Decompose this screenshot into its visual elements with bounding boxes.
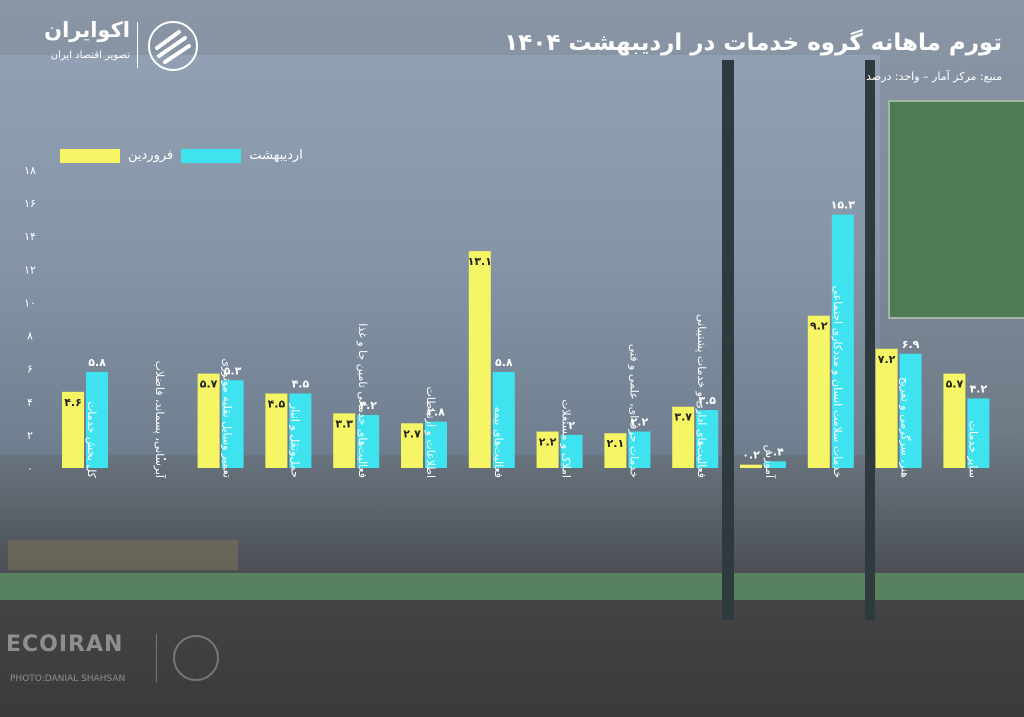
legend-label-farvardin: فروردین	[128, 148, 174, 163]
data-label-ordibehesht: ۲	[568, 419, 575, 432]
ecoiran-logo-icon	[148, 21, 198, 71]
bar-farvardin	[536, 431, 559, 468]
legend-swatch-ordibehesht	[181, 148, 242, 163]
y-tick-label: ۱۰	[24, 296, 36, 309]
bar-ordibehesht	[899, 353, 922, 468]
data-label-farvardin: ۳.۷	[674, 411, 692, 424]
category-label: املاک و مستغلات	[560, 399, 573, 478]
background-vehicle	[8, 540, 238, 570]
data-label-farvardin: ۴.۶	[64, 396, 82, 409]
data-label-farvardin: ۷.۲	[878, 353, 896, 366]
category-label: هنر، سرگرمی و تفریح	[899, 377, 912, 478]
y-tick-label: ۱۴	[24, 230, 36, 243]
ecoiran-watermark-logo-icon	[156, 634, 219, 682]
category-label: تعمیر وسایل نقلیه موتوری	[221, 358, 234, 478]
category-label: خدمات سلامت انسان و مددکاری اجتماعی	[831, 285, 844, 478]
bar-ordibehesht	[560, 434, 583, 468]
data-label-farvardin: ۵.۷	[200, 378, 218, 391]
y-tick-label: ۱۶	[24, 197, 36, 210]
bar-farvardin	[604, 433, 627, 468]
data-label-ordibehesht: ۵.۸	[88, 356, 106, 369]
bar-ordibehesht	[628, 431, 651, 468]
y-tick-label: ۱۲	[24, 263, 36, 276]
y-tick-label: ۱۸	[24, 164, 36, 177]
data-label-farvardin: ۲.۷	[403, 427, 421, 440]
category-label: آموزش	[763, 445, 777, 479]
bar-ordibehesht	[221, 380, 244, 468]
brand-tagline: تصویر اقتصاد ایران	[50, 50, 130, 61]
data-label-ordibehesht: ۵.۸	[495, 356, 513, 369]
bar-farvardin	[807, 315, 830, 468]
category-label: فعالیت‌های خدماتی تامین جا و غذا	[356, 323, 369, 478]
data-label-farvardin: ۰.۲	[742, 449, 760, 462]
bar-ordibehesht	[357, 415, 380, 468]
bar-ordibehesht	[289, 393, 312, 468]
bar-farvardin	[265, 393, 288, 468]
bar-ordibehesht	[764, 461, 786, 468]
brand-name: اکوایران	[44, 18, 130, 42]
bar-ordibehesht	[86, 371, 108, 468]
data-label-ordibehesht: ۲.۲	[631, 416, 649, 429]
data-label-farvardin: ۱۳.۱	[468, 255, 492, 268]
bar-ordibehesht	[696, 410, 719, 468]
data-label-farvardin: ۵.۷	[946, 378, 964, 391]
bar-farvardin	[468, 251, 491, 468]
category-label: کل بخش خدمات	[85, 401, 98, 479]
category-label: حمل‌ونقل و انبار	[288, 403, 301, 478]
bar-farvardin	[197, 373, 220, 468]
data-label-ordibehesht: ۳.۲	[359, 399, 377, 412]
y-tick-label: ۶	[27, 363, 33, 376]
bar-farvardin	[875, 348, 898, 468]
y-tick-label: ۴	[27, 396, 33, 409]
data-label-farvardin: ۴.۵	[268, 398, 286, 411]
bar-farvardin	[333, 413, 356, 468]
category-label: آبرسانی، پسماند، فاضلاب	[153, 361, 167, 479]
data-label-ordibehesht: ۰.۴	[766, 445, 784, 458]
data-label-ordibehesht: ۴.۲	[970, 382, 988, 395]
brand-divider	[137, 22, 138, 68]
bar-ordibehesht	[967, 398, 990, 468]
chart-source-unit: منبع: مرکز آمار – واحد: درصد	[866, 70, 1002, 83]
data-label-farvardin: ۹.۲	[810, 320, 828, 333]
category-label: فعالیت‌های اداری و خدمات پشتیبانی	[695, 314, 708, 478]
data-label-ordibehesht: ۰	[161, 452, 168, 465]
background-road	[0, 600, 1024, 717]
chart-legend: اردیبهشت فروردین	[60, 148, 303, 163]
category-label: اطلاعات و ارتباطات	[424, 386, 437, 478]
bar-farvardin	[740, 464, 762, 468]
data-label-ordibehesht: ۵.۳	[224, 364, 242, 377]
bar-ordibehesht	[425, 421, 447, 468]
legend-label-ordibehesht: اردیبهشت	[249, 148, 303, 163]
bar-ordibehesht	[831, 214, 854, 468]
bar-ordibehesht	[492, 371, 515, 468]
background-billboard	[888, 100, 1024, 319]
category-label: فعالیت‌های بیمه	[492, 407, 505, 478]
background-pole	[722, 60, 734, 620]
y-tick-label: ۰	[27, 462, 33, 475]
data-label-ordibehesht: ۱۵.۳	[831, 199, 856, 212]
data-label-farvardin: ۳.۳	[335, 417, 353, 430]
data-label-ordibehesht: ۶.۹	[902, 338, 920, 351]
data-label-farvardin: ۲.۱	[607, 437, 625, 450]
data-label-ordibehesht: ۳.۵	[698, 394, 716, 407]
background-pole	[865, 60, 875, 620]
background-railing	[0, 573, 1024, 601]
category-label: سایر خدمات	[966, 421, 979, 478]
data-label-ordibehesht: ۲.۸	[427, 406, 445, 419]
data-label-farvardin: ۲.۲	[539, 436, 557, 449]
bar-farvardin	[62, 391, 84, 468]
legend-swatch-farvardin	[60, 148, 120, 163]
photo-credit: PHOTO:DANIAL SHAHSAN	[10, 674, 126, 684]
data-label-ordibehesht: ۴.۵	[292, 378, 310, 391]
chart-title: تورم ماهانه گروه خدمات در اردیبهشت ۱۴۰۴	[504, 30, 1002, 56]
y-tick-label: ۸	[27, 330, 33, 343]
watermark-text: ECOIRAN	[6, 632, 124, 657]
y-tick-label: ۲	[27, 429, 33, 442]
bar-farvardin	[672, 406, 695, 468]
bar-farvardin	[401, 423, 423, 468]
bar-farvardin	[943, 373, 966, 468]
category-label: خدمات حرفه‌ای، علمی و فنی	[627, 344, 640, 478]
